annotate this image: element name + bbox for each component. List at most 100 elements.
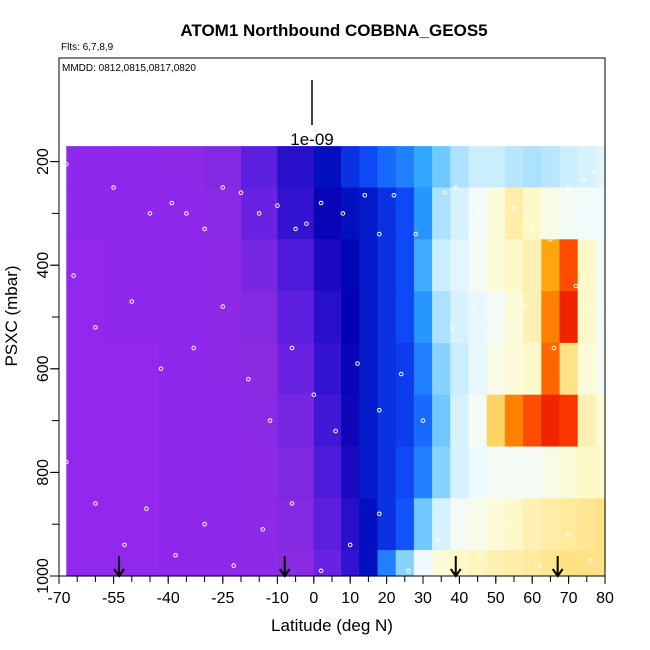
track-point — [413, 231, 419, 237]
track-point — [551, 345, 557, 351]
heatmap-cell — [504, 187, 524, 240]
flight-tracks — [64, 161, 597, 574]
heatmap-cell — [341, 446, 360, 499]
heatmap-cell — [395, 394, 415, 448]
heatmap-cell — [66, 550, 106, 577]
track-point — [406, 568, 411, 574]
heatmap-cell — [359, 498, 379, 551]
heatmap-cell — [523, 291, 542, 344]
x-tick-label: 70 — [560, 590, 578, 607]
heatmap-cell — [313, 550, 342, 577]
x-tick-label: -70 — [47, 590, 70, 607]
track-point — [318, 200, 324, 206]
heatmap-cell — [377, 187, 397, 240]
y-tick-label: 1000 — [35, 558, 52, 594]
heatmap-cell — [413, 291, 433, 344]
heatmap-cell — [413, 342, 433, 396]
heatmap-cell — [359, 342, 379, 396]
heatmap-cell — [359, 239, 379, 292]
heatmap-cell — [277, 342, 315, 396]
heatmap-cell — [432, 342, 451, 396]
heatmap-cell — [523, 239, 542, 292]
heatmap-cell — [277, 498, 315, 551]
y-tick-label: 200 — [35, 148, 52, 175]
track-point — [522, 304, 528, 309]
heatmap-cell — [450, 498, 470, 551]
track-point — [493, 325, 499, 330]
track-point — [591, 169, 597, 175]
heatmap-cell — [313, 239, 342, 292]
heatmap-cell — [104, 239, 160, 292]
heatmap-cell — [104, 342, 160, 396]
x-tick-label: -10 — [266, 590, 289, 607]
heatmap-cell — [486, 498, 506, 551]
heatmap-cell — [241, 498, 278, 551]
heatmap-cell — [204, 239, 242, 292]
heatmap-cell — [341, 239, 360, 292]
heatmap-cell — [559, 394, 579, 448]
track-point — [471, 304, 477, 309]
heatmap-cell — [159, 550, 206, 577]
heatmap-cell — [468, 498, 488, 551]
track-point — [144, 506, 149, 512]
heatmap-cell — [523, 146, 542, 189]
dates-note: MMDD: 0812,0815,0817,0820 — [62, 63, 196, 74]
y-tick-label: 800 — [35, 459, 52, 486]
track-point — [129, 299, 135, 304]
heatmap-cell — [468, 187, 488, 240]
heatmap-cell — [277, 146, 315, 189]
heatmap-cell — [104, 394, 160, 448]
heatmap-cell — [450, 291, 470, 344]
track-point — [457, 506, 462, 512]
heatmap-cell — [450, 239, 470, 292]
track-point — [435, 537, 440, 543]
heatmap-cell — [359, 446, 379, 499]
track-point — [475, 211, 480, 216]
heatmap-cell — [159, 498, 206, 551]
track-point — [111, 185, 116, 190]
track-point — [184, 211, 189, 216]
track-point — [64, 161, 69, 167]
track-point — [267, 418, 273, 423]
heatmap-cell — [432, 239, 451, 292]
track-point — [355, 361, 360, 366]
heatmap-cell — [377, 446, 397, 499]
heatmap-cell — [66, 446, 106, 499]
heatmap-cell — [395, 446, 415, 499]
heatmap-cell — [468, 146, 488, 189]
heatmap-cell — [432, 187, 451, 240]
heatmap-cell — [559, 187, 579, 240]
track-point — [347, 542, 353, 548]
heatmap-cell — [468, 550, 488, 577]
heatmap-cell — [595, 342, 606, 396]
x-tick-label: 50 — [487, 590, 505, 607]
heatmap-cell — [313, 291, 342, 344]
track-point — [529, 226, 535, 232]
heatmap-cell — [559, 239, 579, 292]
heatmap-cell — [377, 498, 397, 551]
track-point — [453, 185, 459, 190]
heatmap — [66, 146, 606, 577]
heatmap-cell — [395, 550, 415, 577]
track-point — [158, 366, 164, 372]
heatmap-cell — [541, 291, 561, 344]
heatmap-cell — [595, 446, 606, 499]
heatmap-cell — [359, 550, 379, 577]
heatmap-cell — [450, 446, 470, 499]
heatmap-cell — [377, 394, 397, 448]
heatmap-cell — [577, 291, 597, 344]
heatmap-cell — [359, 146, 379, 189]
heatmap-cell — [577, 550, 597, 577]
track-point — [362, 193, 368, 198]
heatmap-cell — [313, 446, 342, 499]
track-point — [377, 407, 382, 413]
heatmap-cell — [377, 550, 397, 577]
track-point — [202, 226, 207, 232]
heatmap-cell — [395, 146, 415, 189]
heatmap-cell — [595, 394, 606, 448]
heatmap-cell — [595, 146, 606, 189]
heatmap-cell — [159, 187, 206, 240]
heatmap-cell — [559, 291, 579, 344]
heatmap-cell — [395, 187, 415, 240]
heatmap-cell — [450, 146, 470, 189]
